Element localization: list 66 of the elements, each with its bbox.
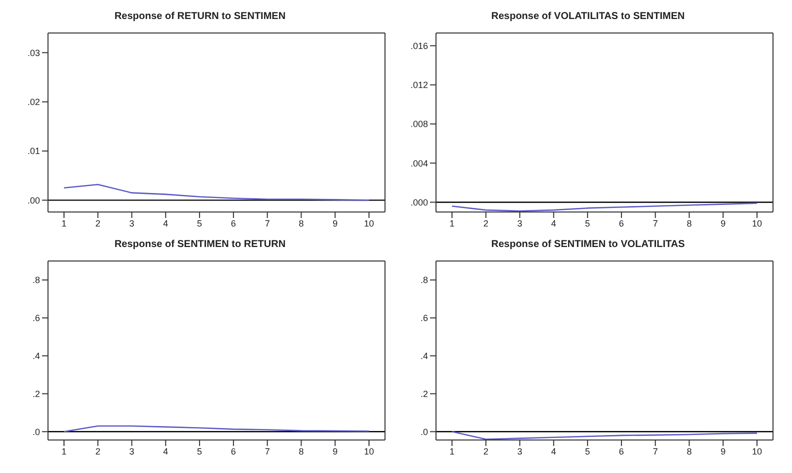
x-tick-label: 5: [197, 218, 202, 228]
x-tick-label: 6: [618, 218, 624, 228]
x-tick-label: 9: [332, 218, 338, 228]
y-tick-label: .8: [420, 275, 428, 286]
x-tick-label: 4: [163, 446, 168, 456]
x-tick-label: 10: [752, 446, 762, 456]
x-tick-label: 9: [720, 446, 726, 456]
x-tick-label: 3: [517, 218, 522, 228]
line-series: [63, 184, 370, 201]
y-tick-label: .012: [410, 80, 428, 90]
chart-title: Response of RETURN to SENTIMEN: [113, 10, 287, 24]
line-series: [451, 431, 758, 440]
x-tick-label: 2: [95, 218, 100, 228]
x-tick-label: 10: [364, 446, 374, 456]
x-tick-label: 8: [686, 218, 692, 228]
x-tick-label: 3: [129, 446, 134, 456]
y-tick-label: .0: [420, 426, 428, 437]
y-tick-label: .016: [410, 40, 428, 51]
y-tick-label: .004: [410, 158, 428, 168]
x-tick-label: 4: [163, 218, 168, 228]
x-tick-label: 2: [483, 218, 488, 228]
x-tick-label: 4: [551, 218, 556, 228]
y-tick-label: .4: [32, 351, 40, 362]
x-tick-label: 7: [264, 218, 270, 228]
x-tick-label: 3: [517, 446, 522, 456]
y-tick-label: .01: [27, 146, 40, 156]
x-tick-label: 7: [652, 446, 658, 456]
x-tick-label: 8: [298, 446, 304, 456]
y-tick-label: .03: [27, 48, 40, 58]
y-tick-label: .4: [420, 351, 428, 362]
x-tick-label: 2: [95, 446, 100, 456]
line-series: [451, 202, 758, 212]
x-tick-label: 9: [332, 446, 338, 456]
x-tick-label: 7: [264, 446, 270, 456]
y-tick-label: .0: [32, 426, 40, 437]
x-tick-label: 1: [61, 218, 67, 228]
x-tick-label: 1: [449, 218, 455, 228]
y-tick-label: .2: [420, 388, 428, 399]
x-tick-label: 8: [686, 446, 692, 456]
y-tick-label: .00: [27, 195, 40, 206]
y-tick-label: .6: [32, 313, 40, 324]
x-tick-label: 9: [720, 218, 726, 228]
x-tick-label: 5: [197, 446, 202, 456]
x-tick-label: 3: [129, 218, 134, 228]
x-tick-label: 2: [483, 446, 488, 456]
chart-title: Response of SENTIMEN to VOLATILITAS: [490, 238, 686, 252]
y-tick-label: .02: [27, 97, 40, 108]
x-tick-label: 10: [752, 218, 762, 228]
chart-title: Response of VOLATILITAS to SENTIMEN: [490, 10, 686, 24]
x-tick-label: 4: [551, 446, 556, 456]
y-tick-label: .008: [410, 119, 428, 130]
y-tick-label: .8: [32, 275, 40, 286]
x-tick-label: 1: [61, 446, 67, 456]
x-tick-label: 7: [652, 218, 658, 228]
y-tick-label: .000: [410, 197, 428, 208]
y-tick-label: .2: [32, 388, 40, 399]
x-tick-label: 5: [585, 446, 590, 456]
x-tick-label: 10: [364, 218, 374, 228]
x-tick-label: 6: [230, 218, 236, 228]
y-tick-label: .6: [420, 313, 428, 324]
x-tick-label: 8: [298, 218, 304, 228]
x-tick-label: 6: [230, 446, 236, 456]
x-tick-label: 5: [585, 218, 590, 228]
x-tick-label: 6: [618, 446, 624, 456]
chart-title: Response of SENTIMEN to RETURN: [113, 238, 287, 252]
x-tick-label: 1: [449, 446, 455, 456]
